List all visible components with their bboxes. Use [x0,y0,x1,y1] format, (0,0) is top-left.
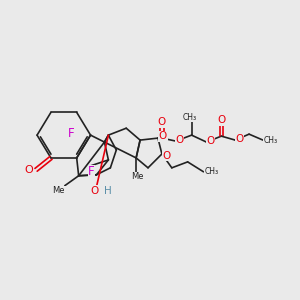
Text: O: O [158,117,166,127]
Text: O: O [163,151,171,161]
Text: CH₃: CH₃ [204,167,218,176]
Text: O: O [217,115,226,125]
Text: F: F [88,165,95,178]
Text: O: O [206,136,214,146]
Text: O: O [159,131,167,141]
Text: H: H [103,186,111,196]
Text: Me: Me [52,186,65,195]
Text: CH₃: CH₃ [264,136,278,145]
Text: O: O [90,186,99,196]
Text: O: O [235,134,243,144]
Text: F: F [68,127,74,140]
Text: O: O [176,135,184,145]
Text: O: O [25,165,34,175]
Text: Me: Me [131,172,143,181]
Text: CH₃: CH₃ [183,113,197,122]
